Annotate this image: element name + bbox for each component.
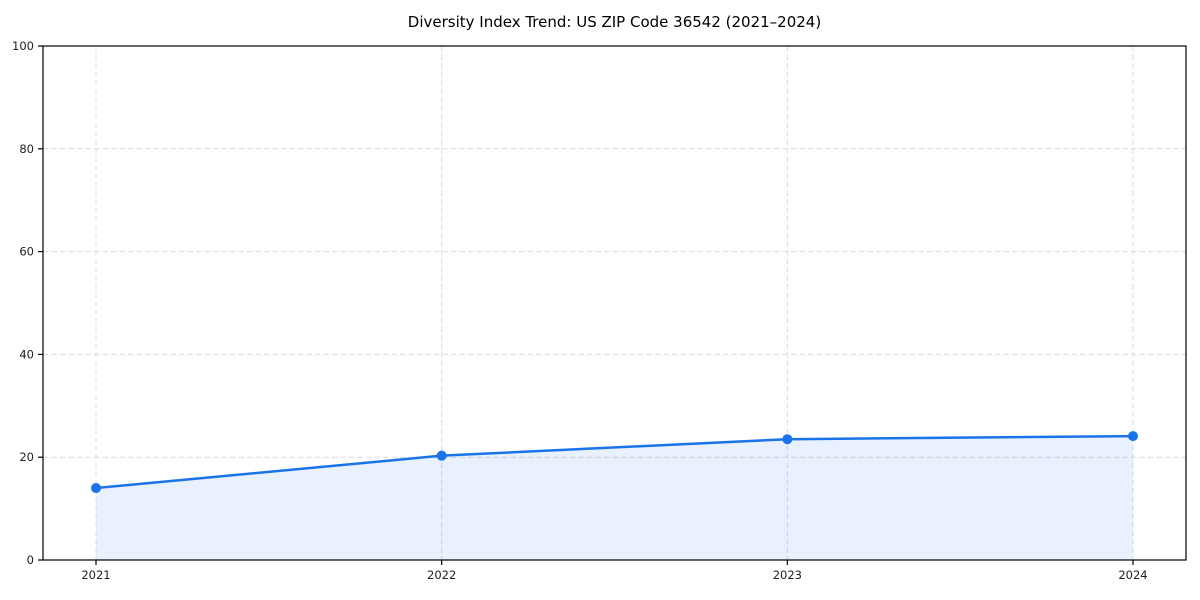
area-fill [96, 436, 1133, 560]
x-tick-label: 2024 [1118, 568, 1147, 582]
y-tick-label: 60 [19, 245, 34, 259]
y-tick-label: 40 [19, 347, 34, 361]
data-point [1128, 431, 1138, 442]
chart-title: Diversity Index Trend: US ZIP Code 36542… [407, 13, 822, 31]
y-tick-label: 80 [19, 142, 34, 156]
y-tick-label: 20 [19, 450, 34, 464]
y-tick-label: 0 [27, 553, 34, 567]
y-tick-label: 100 [12, 39, 34, 53]
data-point [91, 483, 101, 494]
data-point [436, 450, 447, 461]
x-tick-label: 2023 [773, 568, 802, 582]
data-point [782, 434, 793, 445]
plot-frame [42, 45, 1187, 561]
x-tick-label: 2022 [427, 568, 456, 582]
trend-line [94, 434, 1135, 490]
x-tick-label: 2021 [81, 568, 110, 582]
